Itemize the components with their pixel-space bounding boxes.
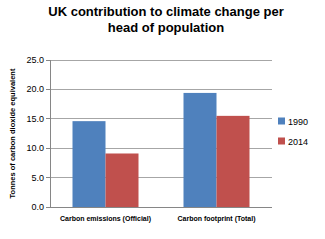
bar [184, 93, 217, 207]
y-tick-label: 0.0 [31, 202, 44, 212]
x-tick-label: Carbon footprint (Total) [177, 215, 255, 223]
chart-canvas: 0.0 5.0 10.0 15.0 20.0 25.0 Carbon emissions (… [0, 0, 325, 239]
y-tick [46, 60, 50, 61]
y-tick [46, 207, 50, 208]
x-tick-label: Carbon emissions (Official) [60, 215, 151, 223]
legend-swatch [278, 118, 285, 125]
grid-line [50, 60, 272, 61]
y-tick-label: 10.0 [26, 143, 44, 153]
y-axis-label: Tonnes of carbon dioxide equivalent [8, 68, 17, 198]
x-axis [50, 207, 272, 208]
y-tick [46, 177, 50, 178]
y-tick-label: 20.0 [26, 84, 44, 94]
grid-line [50, 207, 272, 208]
bars [73, 93, 250, 207]
y-axis [50, 60, 51, 207]
legend-swatch [278, 138, 285, 145]
legend-label: 2014 [288, 137, 308, 147]
y-tick [46, 89, 50, 90]
y-tick [46, 118, 50, 119]
grid-line [50, 89, 272, 90]
legend-label: 1990 [288, 117, 308, 127]
chart-title: UK contribution to climate change per he… [35, 4, 297, 36]
y-tick-label: 15.0 [26, 114, 44, 124]
y-tick-label: 25.0 [26, 55, 44, 65]
bar [217, 116, 250, 207]
bar [73, 121, 106, 207]
y-tick [46, 148, 50, 149]
bar [106, 153, 139, 207]
y-tick-label: 5.0 [31, 173, 44, 183]
